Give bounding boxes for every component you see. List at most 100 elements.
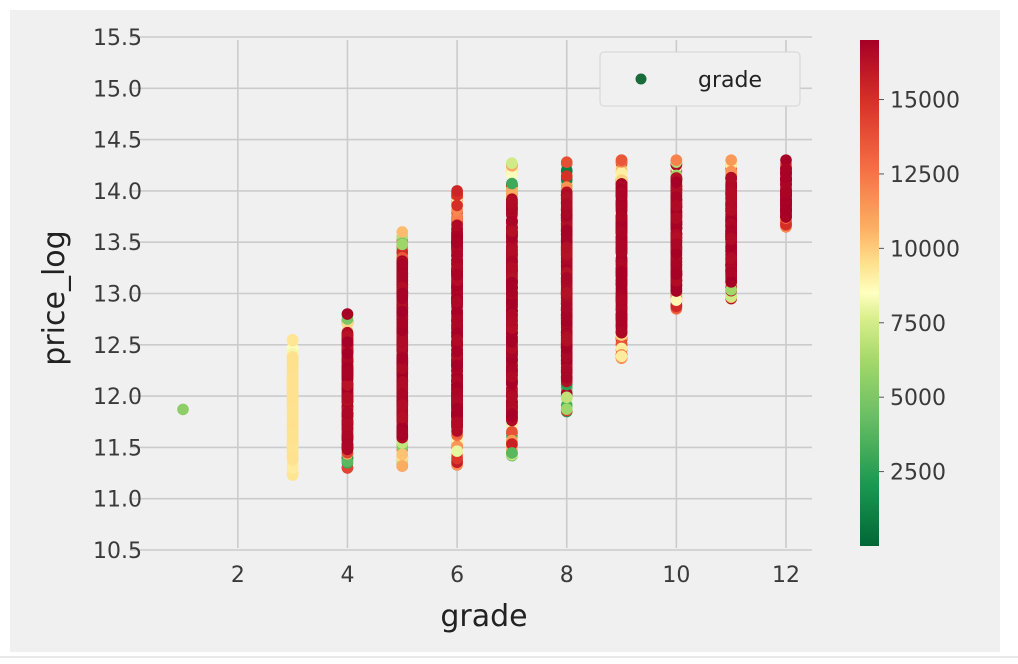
scatter-point bbox=[341, 391, 354, 404]
colorbar-tick-labels: 2500 5000 7500 10000 12500 15000 bbox=[879, 89, 960, 486]
scatter-point bbox=[396, 427, 409, 439]
scatter-point bbox=[670, 259, 683, 271]
scatter-point bbox=[615, 275, 628, 287]
scatter-point bbox=[780, 209, 792, 221]
scatter-point bbox=[396, 267, 409, 280]
scatter-point bbox=[451, 199, 463, 212]
scatter-point bbox=[670, 199, 683, 212]
scatter-point bbox=[506, 281, 518, 294]
scatter-point bbox=[670, 176, 683, 189]
scatter-point bbox=[451, 314, 463, 327]
scatter-point bbox=[286, 385, 299, 397]
scatter-point bbox=[506, 296, 518, 308]
scatter-point bbox=[506, 225, 518, 238]
scatter-point bbox=[396, 400, 409, 412]
scatter-point bbox=[560, 272, 573, 284]
y-tick-label: 10.5 bbox=[93, 539, 142, 564]
scatter-point bbox=[615, 309, 628, 322]
scatter-point bbox=[670, 247, 683, 259]
scatter-point bbox=[341, 406, 354, 419]
scatter-point bbox=[670, 212, 683, 224]
scatter-point bbox=[725, 204, 737, 216]
scatter-point bbox=[560, 351, 573, 363]
scatter-point bbox=[506, 215, 518, 227]
x-tick-label: 6 bbox=[450, 563, 464, 588]
scatter-point bbox=[506, 315, 518, 327]
x-tick-label: 10 bbox=[662, 563, 690, 588]
scatter-point bbox=[341, 365, 354, 378]
scatter-point bbox=[506, 177, 518, 190]
scatter-point bbox=[396, 388, 409, 400]
scatter-point bbox=[396, 292, 409, 305]
scatter-point bbox=[341, 438, 354, 451]
scatter-point bbox=[615, 350, 628, 363]
scatter-point bbox=[396, 226, 409, 238]
scatter-point bbox=[451, 269, 463, 281]
scatter-point bbox=[780, 171, 792, 184]
scatter-point bbox=[506, 244, 518, 256]
y-tick-label: 14.0 bbox=[93, 180, 142, 205]
colorbar-tick-label: 12500 bbox=[890, 163, 960, 188]
scatter-point bbox=[506, 447, 518, 459]
figure-background bbox=[10, 10, 1000, 652]
scatter-point bbox=[341, 336, 354, 348]
scatter-point bbox=[451, 305, 463, 317]
scatter-point bbox=[396, 238, 409, 251]
scatter-point bbox=[670, 191, 683, 203]
scatter-point bbox=[341, 347, 354, 360]
y-tick-label: 12.5 bbox=[93, 334, 142, 359]
scatter-point bbox=[725, 276, 737, 288]
scatter-point bbox=[341, 429, 354, 442]
y-axis-label: price_log bbox=[37, 230, 72, 365]
colorbar-tick-label: 15000 bbox=[890, 89, 960, 114]
scatter-point bbox=[451, 185, 463, 197]
scatter-point bbox=[286, 428, 299, 441]
scatter-point bbox=[451, 359, 463, 372]
colorbar-tick-label: 7500 bbox=[890, 312, 946, 337]
scatter-point bbox=[506, 157, 518, 169]
scatter-point bbox=[725, 252, 737, 265]
scatter-point bbox=[725, 224, 737, 237]
scatter-point bbox=[396, 332, 409, 345]
scatter-point bbox=[670, 285, 683, 297]
scatter-point bbox=[451, 249, 463, 262]
scatter-point bbox=[396, 258, 409, 271]
scatter-point bbox=[286, 442, 299, 454]
grid-lines bbox=[130, 36, 812, 551]
scatter-point bbox=[451, 445, 463, 457]
scatter-point bbox=[560, 207, 573, 219]
y-tick-label: 15.5 bbox=[93, 26, 142, 51]
scatter-point bbox=[780, 186, 792, 199]
scatter-point bbox=[451, 402, 463, 415]
scatter-point bbox=[560, 403, 573, 415]
scatter-point bbox=[725, 232, 737, 245]
x-tick-label: 8 bbox=[560, 563, 574, 588]
scatter-point bbox=[506, 197, 518, 209]
scatter-point bbox=[615, 240, 628, 252]
scatter-point bbox=[341, 379, 354, 391]
scatter-point bbox=[670, 267, 683, 280]
scatter-point bbox=[506, 438, 518, 450]
scatter-point bbox=[670, 238, 683, 250]
scatter-point bbox=[286, 409, 299, 421]
x-tick-label: 4 bbox=[340, 563, 354, 588]
scatter-point bbox=[506, 410, 518, 423]
scatter-point bbox=[396, 376, 409, 388]
scatter-point bbox=[396, 411, 409, 424]
scatter-point bbox=[506, 425, 518, 438]
scatter-point bbox=[780, 154, 792, 166]
scatter-point bbox=[725, 188, 737, 201]
scatter-point bbox=[451, 345, 463, 358]
legend-label: grade bbox=[698, 68, 762, 93]
y-tick-label: 11.0 bbox=[93, 488, 142, 513]
colorbar-tick-label: 10000 bbox=[890, 237, 960, 262]
scatter-point bbox=[615, 187, 628, 199]
scatter-point bbox=[286, 333, 299, 346]
scatter-point bbox=[560, 364, 573, 377]
scatter-point bbox=[396, 305, 409, 318]
legend: grade bbox=[599, 51, 801, 107]
scatter-point bbox=[177, 403, 189, 416]
x-tick-label: 2 bbox=[231, 563, 245, 588]
y-tick-label: 13.5 bbox=[93, 231, 142, 256]
colorbar-tick-label: 2500 bbox=[890, 461, 946, 486]
